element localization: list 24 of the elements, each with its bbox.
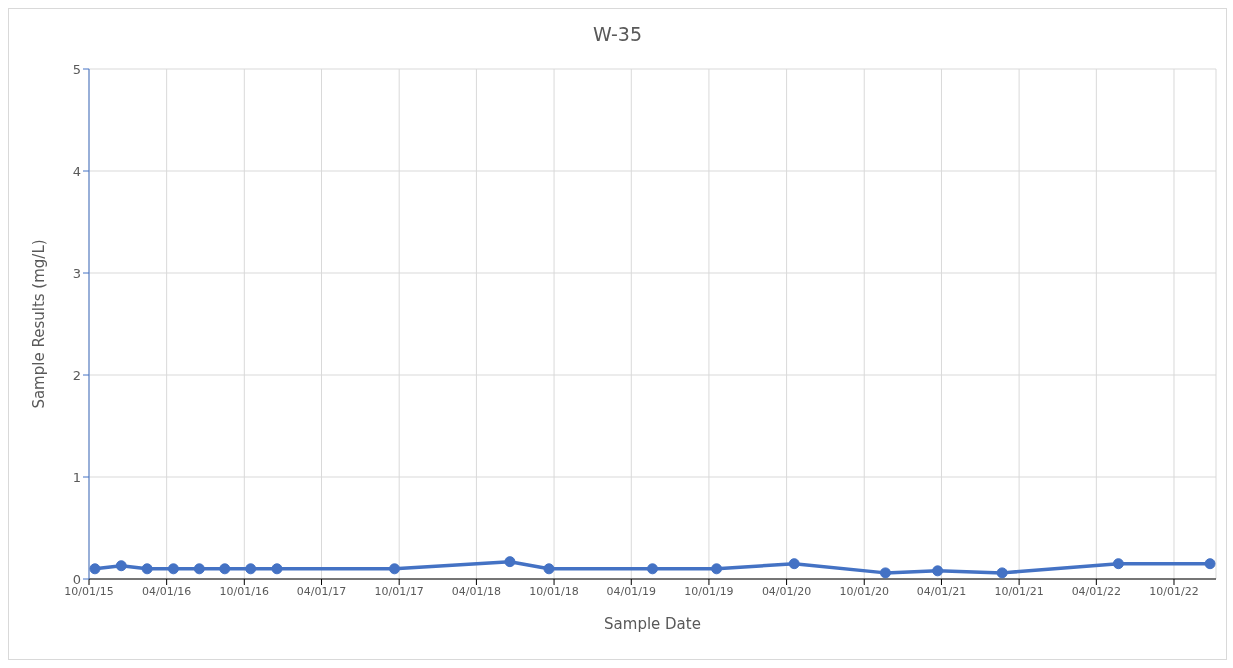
x-tick-label: 04/01/18 (451, 584, 502, 598)
x-tick-label: 04/01/17 (296, 584, 347, 598)
x-tick-label: 04/01/16 (141, 584, 192, 598)
x-tick-label: 10/01/18 (529, 584, 579, 598)
x-tick-label: 04/01/20 (761, 584, 812, 598)
y-tick-label: 4 (72, 163, 81, 179)
x-tick-label: 04/01/21 (916, 584, 967, 598)
x-tick-label: 10/01/19 (684, 584, 734, 598)
x-tick-label: 10/01/17 (374, 584, 424, 598)
y-tick-label: 1 (72, 469, 81, 485)
x-tick-label: 10/01/20 (839, 584, 889, 598)
y-tick-label: 2 (72, 367, 81, 383)
y-tick-label: 5 (72, 61, 81, 77)
x-tick-label: 10/01/22 (1149, 584, 1199, 598)
y-axis-title: Sample Results (mg/L) (30, 239, 49, 409)
x-tick-label: 04/01/19 (606, 584, 656, 598)
x-tick-label: 10/01/15 (64, 584, 114, 598)
x-tick-label: 04/01/22 (1071, 584, 1122, 598)
x-axis-title: Sample Date (604, 615, 701, 633)
x-tick-label: 10/01/16 (219, 584, 270, 598)
chart-title: W-35 (591, 23, 644, 45)
y-tick-label: 0 (72, 571, 81, 587)
x-tick-label: 10/01/21 (994, 584, 1044, 598)
y-tick-label: 3 (72, 265, 81, 281)
